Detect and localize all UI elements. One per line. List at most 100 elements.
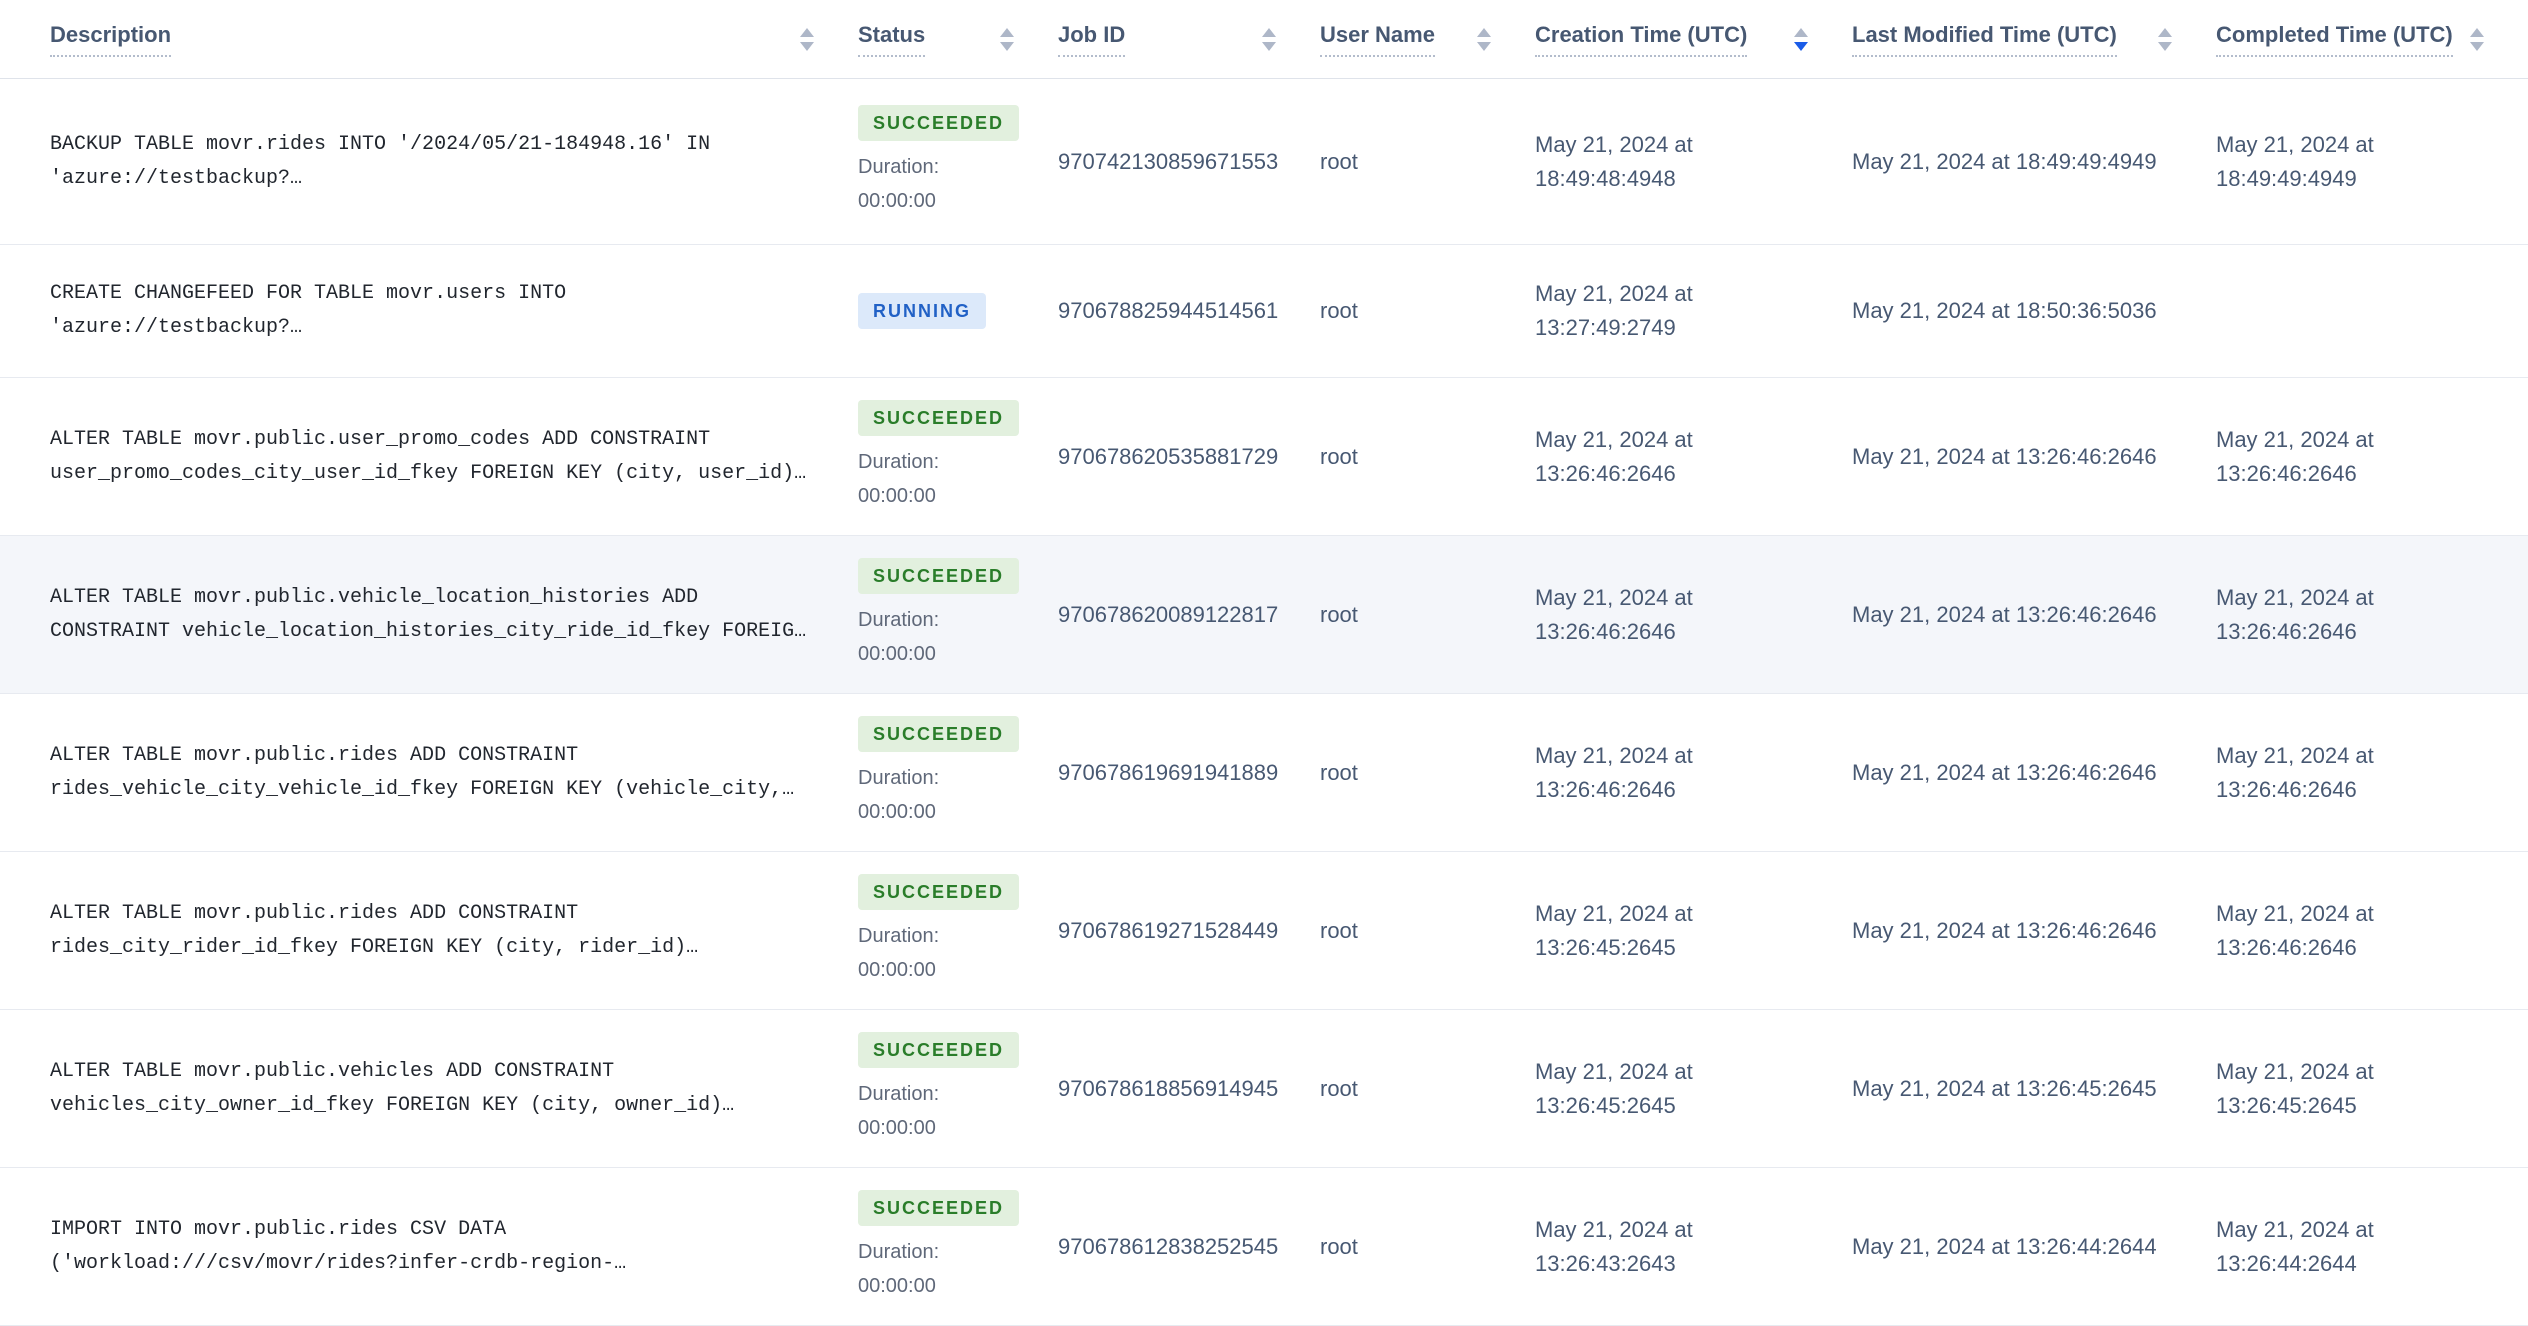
job-status-cell: SUCCEEDED Duration: 00:00:00 <box>858 1167 1058 1326</box>
sort-icon[interactable] <box>2470 27 2484 51</box>
user-name-cell: root <box>1320 78 1535 245</box>
table-row: CREATE CHANGEFEED FOR TABLE movr.users I… <box>0 244 2528 378</box>
user-name-cell: root <box>1320 377 1535 536</box>
duration-value: 00:00:00 <box>858 643 936 665</box>
job-description-line: ('workload:///csv/movr/rides?infer-crdb-… <box>50 1251 627 1275</box>
duration-label: Duration: <box>858 1083 940 1105</box>
sort-down-arrow-icon <box>1477 41 1491 51</box>
creation-time-cell: May 21, 2024 at 13:27:49:2749 <box>1535 244 1852 378</box>
sort-icon[interactable] <box>800 27 814 51</box>
table-row: ALTER TABLE movr.public.rides ADD CONSTR… <box>0 693 2528 852</box>
table-row: ALTER TABLE movr.public.vehicles ADD CON… <box>0 1009 2528 1168</box>
job-description-line: rides_city_rider_id_fkey FOREIGN KEY (ci… <box>50 935 699 959</box>
job-status-cell: RUNNING <box>858 244 1058 378</box>
creation-time-cell: May 21, 2024 at 13:26:46:2646 <box>1535 535 1852 694</box>
duration-label: Duration: <box>858 451 940 473</box>
sort-icon[interactable] <box>1000 27 1014 51</box>
sort-up-arrow-icon <box>1262 27 1276 37</box>
job-description-line: 'azure://testbackup?… <box>50 316 303 339</box>
job-id-cell: 970678619691941889 <box>1058 693 1320 852</box>
sort-down-arrow-icon <box>1262 41 1276 51</box>
job-description-line: ALTER TABLE movr.public.rides ADD CONSTR… <box>50 743 579 767</box>
job-description-line: BACKUP TABLE movr.rides INTO '/2024/05/2… <box>50 132 711 156</box>
job-id-cell: 970678619271528449 <box>1058 851 1320 1010</box>
job-status-cell: SUCCEEDED Duration: 00:00:00 <box>858 78 1058 245</box>
completed-time-cell: May 21, 2024 at 13:26:46:2646 <box>2216 377 2528 536</box>
column-header-description[interactable]: Description <box>0 0 858 79</box>
table-header-row: Description Status Job ID User Name Crea… <box>0 0 2528 79</box>
column-header-completed-time[interactable]: Completed Time (UTC) <box>2216 0 2528 79</box>
completed-time-cell <box>2216 244 2528 378</box>
job-description-cell[interactable]: BACKUP TABLE movr.rides INTO '/2024/05/2… <box>0 78 858 245</box>
column-header-user-name[interactable]: User Name <box>1320 0 1535 79</box>
column-label: Completed Time (UTC) <box>2216 22 2453 57</box>
sort-up-arrow-icon <box>1794 27 1808 37</box>
job-description-line: IMPORT INTO movr.public.rides CSV DATA <box>50 1217 507 1241</box>
user-name-cell: root <box>1320 851 1535 1010</box>
duration: Duration: 00:00:00 <box>858 445 1018 513</box>
job-id-cell: 970742130859671553 <box>1058 78 1320 245</box>
last-modified-time-cell: May 21, 2024 at 18:49:49:4949 <box>1852 78 2216 245</box>
column-header-last-modified-time[interactable]: Last Modified Time (UTC) <box>1852 0 2216 79</box>
last-modified-time-cell: May 21, 2024 at 13:26:46:2646 <box>1852 693 2216 852</box>
status-badge: SUCCEEDED <box>858 105 1020 141</box>
completed-time-cell: May 21, 2024 at 13:26:46:2646 <box>2216 535 2528 694</box>
duration: Duration: 00:00:00 <box>858 603 1018 671</box>
job-description-cell[interactable]: IMPORT INTO movr.public.rides CSV DATA (… <box>0 1167 858 1326</box>
completed-time-cell: May 21, 2024 at 13:26:46:2646 <box>2216 693 2528 852</box>
job-description-cell[interactable]: ALTER TABLE movr.public.vehicle_location… <box>0 535 858 694</box>
job-status-cell: SUCCEEDED Duration: 00:00:00 <box>858 1009 1058 1168</box>
status-badge: SUCCEEDED <box>858 1032 1020 1068</box>
job-id-cell: 970678620535881729 <box>1058 377 1320 536</box>
table-row: ALTER TABLE movr.public.user_promo_codes… <box>0 377 2528 536</box>
duration-value: 00:00:00 <box>858 190 936 212</box>
job-description-line: ALTER TABLE movr.public.user_promo_codes… <box>50 427 711 451</box>
status-badge: RUNNING <box>858 293 986 329</box>
duration-label: Duration: <box>858 156 940 178</box>
user-name-cell: root <box>1320 1009 1535 1168</box>
column-header-status[interactable]: Status <box>858 0 1058 79</box>
sort-down-arrow-icon <box>1000 41 1014 51</box>
job-description-line: CREATE CHANGEFEED FOR TABLE movr.users I… <box>50 282 567 305</box>
user-name-cell: root <box>1320 1167 1535 1326</box>
job-description-cell[interactable]: ALTER TABLE movr.public.vehicles ADD CON… <box>0 1009 858 1168</box>
sort-icon[interactable] <box>2158 27 2172 51</box>
duration-value: 00:00:00 <box>858 485 936 507</box>
sort-icon[interactable] <box>1262 27 1276 51</box>
job-description-line: CONSTRAINT vehicle_location_histories_ci… <box>50 619 807 643</box>
job-id-cell: 970678825944514561 <box>1058 244 1320 378</box>
duration: Duration: 00:00:00 <box>858 150 1018 218</box>
job-status-cell: SUCCEEDED Duration: 00:00:00 <box>858 535 1058 694</box>
duration-value: 00:00:00 <box>858 959 936 981</box>
job-description-line: vehicles_city_owner_id_fkey FOREIGN KEY … <box>50 1093 735 1117</box>
user-name-cell: root <box>1320 535 1535 694</box>
creation-time-cell: May 21, 2024 at 13:26:46:2646 <box>1535 693 1852 852</box>
duration-value: 00:00:00 <box>858 801 936 823</box>
creation-time-cell: May 21, 2024 at 13:26:45:2645 <box>1535 1009 1852 1168</box>
sort-icon-active-desc[interactable] <box>1794 27 1808 51</box>
duration: Duration: 00:00:00 <box>858 1235 1018 1303</box>
job-description-cell[interactable]: CREATE CHANGEFEED FOR TABLE movr.users I… <box>0 244 858 378</box>
job-status-cell: SUCCEEDED Duration: 00:00:00 <box>858 377 1058 536</box>
column-header-creation-time[interactable]: Creation Time (UTC) <box>1535 0 1852 79</box>
job-description-cell[interactable]: ALTER TABLE movr.public.rides ADD CONSTR… <box>0 693 858 852</box>
last-modified-time-cell: May 21, 2024 at 18:50:36:5036 <box>1852 244 2216 378</box>
completed-time-cell: May 21, 2024 at 13:26:44:2644 <box>2216 1167 2528 1326</box>
column-label: Status <box>858 22 926 57</box>
column-label: User Name <box>1320 22 1435 57</box>
job-description-line: rides_vehicle_city_vehicle_id_fkey FOREI… <box>50 777 795 801</box>
job-description-line: ALTER TABLE movr.public.vehicles ADD CON… <box>50 1059 615 1083</box>
sort-up-arrow-icon <box>2470 27 2484 37</box>
sort-up-arrow-icon <box>1477 27 1491 37</box>
creation-time-cell: May 21, 2024 at 18:49:48:4948 <box>1535 78 1852 245</box>
table-row-highlighted: ALTER TABLE movr.public.vehicle_location… <box>0 535 2528 694</box>
job-status-cell: SUCCEEDED Duration: 00:00:00 <box>858 693 1058 852</box>
last-modified-time-cell: May 21, 2024 at 13:26:46:2646 <box>1852 377 2216 536</box>
job-description-cell[interactable]: ALTER TABLE movr.public.user_promo_codes… <box>0 377 858 536</box>
job-description-cell[interactable]: ALTER TABLE movr.public.rides ADD CONSTR… <box>0 851 858 1010</box>
job-id-cell: 970678620089122817 <box>1058 535 1320 694</box>
job-status-cell: SUCCEEDED Duration: 00:00:00 <box>858 851 1058 1010</box>
sort-icon[interactable] <box>1477 27 1491 51</box>
column-header-job-id[interactable]: Job ID <box>1058 0 1320 79</box>
